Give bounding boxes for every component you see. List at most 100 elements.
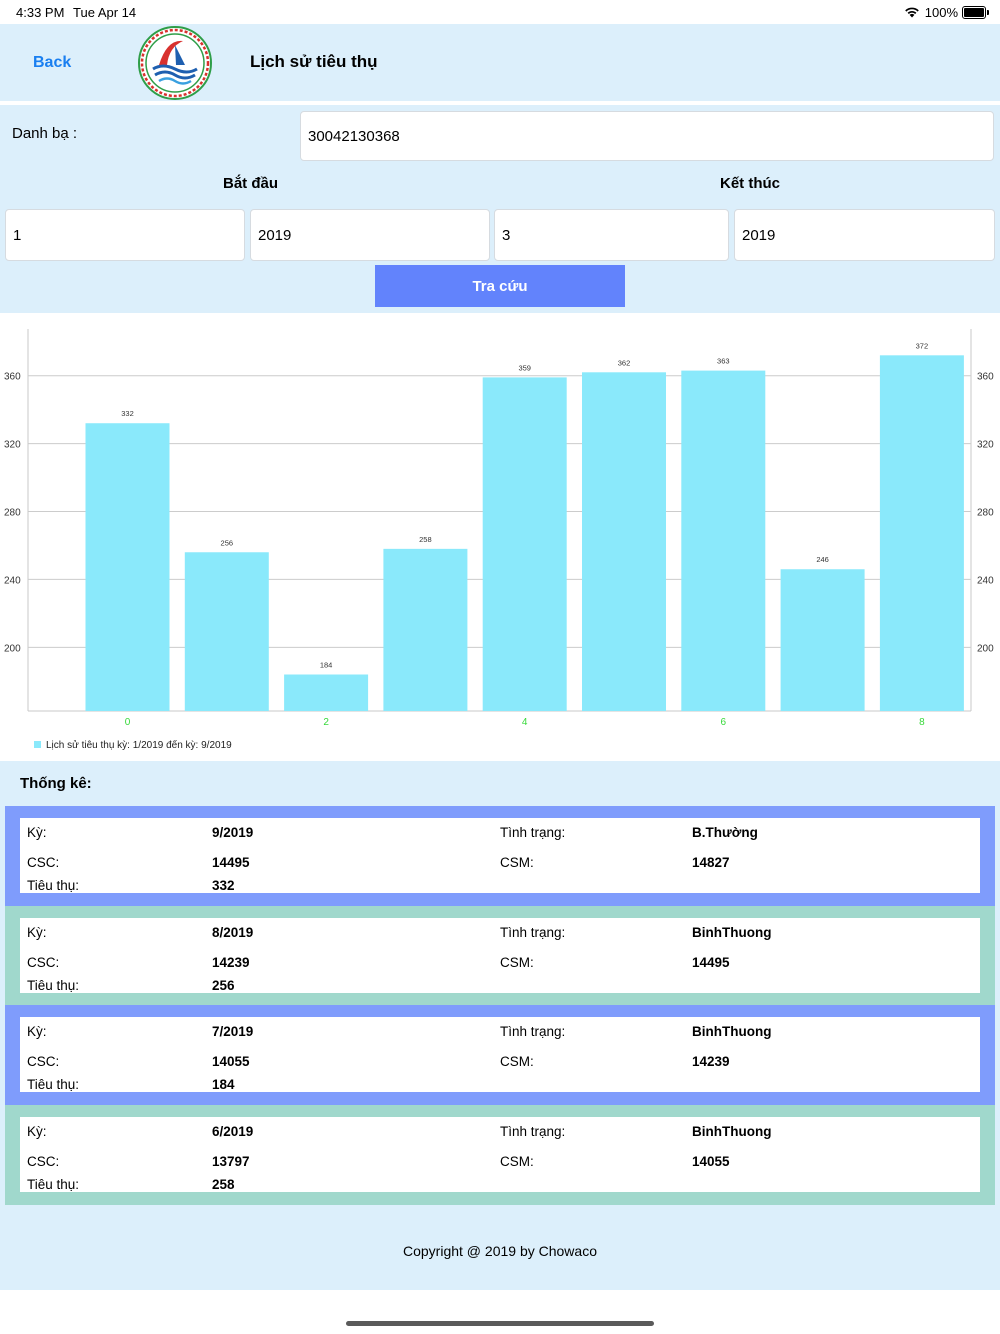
chart-bar [383, 548, 468, 711]
status-bar: 4:33 PM Tue Apr 14 100% [0, 0, 1000, 24]
status-value: BinhThuong [692, 925, 772, 940]
record-card: Kỳ: 8/2019 Tình trạng: BinhThuong CSC: 14239 C… [20, 918, 980, 993]
record-row: Kỳ: 9/2019 Tình trạng: B.Thường CSC: 14495 CSM… [5, 806, 995, 906]
start-month-input[interactable]: 1 [5, 209, 245, 261]
record-row: Kỳ: 6/2019 Tình trạng: BinhThuong CSC: 13797 C… [5, 1105, 995, 1205]
legend-swatch [34, 741, 41, 748]
bar-value-label: 256 [221, 538, 234, 547]
csc-label: CSC: [27, 1054, 60, 1069]
usage-chart: 200 200 240 240 280 280 320 320 360 360 332 0 256 184… [0, 313, 1000, 761]
search-form: Danh bạ : 30042130368 Bắt đầu Kết thúc 1… [0, 105, 1000, 313]
chart-bar [582, 372, 666, 711]
period-value: 7/2019 [212, 1024, 254, 1039]
status-value: BinhThuong [692, 1124, 772, 1139]
chart-bar [780, 569, 865, 711]
end-month-input[interactable]: 3 [494, 209, 729, 261]
y-tick-label-left: 200 [4, 643, 21, 654]
record-card: Kỳ: 6/2019 Tình trạng: BinhThuong CSC: 13797 C… [20, 1117, 980, 1192]
y-tick-label-right: 240 [977, 575, 994, 586]
csc-value: 14495 [212, 855, 250, 870]
usage-bar-chart: 200 200 240 240 280 280 320 320 360 360 332 0 256 184… [4, 329, 994, 751]
record-card: Kỳ: 9/2019 Tình trạng: B.Thường CSC: 14495 CSM… [20, 818, 980, 893]
status-label: Tình trạng: [500, 925, 566, 940]
csc-label: CSC: [27, 955, 60, 970]
start-label: Bắt đầu [223, 175, 279, 192]
status-date: Tue Apr 14 [73, 5, 137, 20]
csm-value: 14239 [692, 1054, 730, 1069]
statistics-section: Thống kê: Kỳ: 9/2019 Tình trạng: B.Thường CS… [0, 761, 1000, 1290]
period-label: Kỳ: [27, 925, 47, 940]
record-row: Kỳ: 7/2019 Tình trạng: BinhThuong CSC: 14055 C… [5, 1005, 995, 1105]
bar-value-label: 359 [518, 363, 531, 372]
y-tick-label-left: 320 [4, 440, 21, 451]
period-value: 9/2019 [212, 825, 254, 840]
usage-value: 184 [212, 1077, 235, 1092]
back-button[interactable]: Back [33, 54, 72, 71]
bar-value-label: 363 [717, 357, 730, 366]
bar-value-label: 246 [816, 555, 829, 564]
bar-value-label: 372 [916, 341, 929, 350]
status-value: B.Thường [692, 825, 758, 840]
x-tick-label: 4 [522, 717, 528, 728]
status-value: BinhThuong [692, 1024, 772, 1039]
chart-bar [184, 552, 269, 711]
x-tick-label: 8 [919, 717, 925, 728]
search-button[interactable]: Tra cứu [375, 265, 625, 307]
chart-bar [284, 674, 369, 711]
y-tick-label-left: 360 [4, 372, 21, 383]
statistics-heading: Thống kê: [20, 775, 92, 792]
navigation-bar: Back Lịch sử tiêu thụ [0, 24, 1000, 101]
x-tick-label: 0 [125, 717, 131, 728]
copyright-text: Copyright @ 2019 by Chowaco [403, 1243, 597, 1259]
csm-label: CSM: [500, 955, 534, 970]
csm-label: CSM: [500, 1054, 534, 1069]
nav-divider [0, 101, 1000, 105]
chart-bar [482, 377, 567, 711]
contact-input[interactable]: 30042130368 [300, 111, 994, 161]
home-indicator [346, 1321, 654, 1326]
usage-value: 256 [212, 978, 235, 993]
x-tick-label: 2 [323, 717, 329, 728]
chart-bar [681, 370, 766, 711]
y-tick-label-right: 360 [977, 372, 994, 383]
y-tick-label-left: 240 [4, 575, 21, 586]
usage-label: Tiêu thụ: [27, 978, 80, 993]
record-row: Kỳ: 8/2019 Tình trạng: BinhThuong CSC: 14239 C… [5, 906, 995, 1006]
csc-value: 14239 [212, 955, 250, 970]
legend-label: Lịch sử tiêu thụ kỳ: 1/2019 đến kỳ: 9/20… [46, 739, 232, 751]
bar-value-label: 362 [618, 358, 631, 367]
wifi-icon [904, 6, 920, 21]
csm-value: 14495 [692, 955, 730, 970]
usage-label: Tiêu thụ: [27, 878, 80, 893]
csc-value: 14055 [212, 1054, 250, 1069]
status-time: 4:33 PM [16, 5, 65, 20]
csc-label: CSC: [27, 855, 60, 870]
chart-bar [85, 423, 170, 711]
period-value: 8/2019 [212, 925, 254, 940]
csm-label: CSM: [500, 1154, 534, 1169]
record-card: Kỳ: 7/2019 Tình trạng: BinhThuong CSC: 14055 C… [20, 1017, 980, 1092]
battery-percentage: 100% [924, 5, 958, 20]
chart-bar [879, 355, 964, 711]
period-value: 6/2019 [212, 1124, 254, 1139]
status-label: Tình trạng: [500, 825, 566, 840]
usage-value: 258 [212, 1177, 235, 1192]
usage-label: Tiêu thụ: [27, 1077, 80, 1092]
start-year-input[interactable]: 2019 [250, 209, 490, 261]
csm-label: CSM: [500, 855, 534, 870]
y-tick-label-right: 280 [977, 508, 994, 519]
csc-label: CSC: [27, 1154, 60, 1169]
period-label: Kỳ: [27, 1124, 47, 1139]
end-label: Kết thúc [720, 175, 780, 192]
y-tick-label-left: 280 [4, 508, 21, 519]
battery-icon [962, 6, 989, 19]
x-tick-label: 6 [721, 717, 727, 728]
bar-value-label: 332 [121, 409, 134, 418]
csm-value: 14055 [692, 1154, 730, 1169]
contact-label: Danh bạ : [12, 125, 78, 142]
csc-value: 13797 [212, 1154, 250, 1169]
y-tick-label-right: 200 [977, 643, 994, 654]
bar-value-label: 258 [419, 535, 432, 544]
csm-value: 14827 [692, 855, 730, 870]
end-year-input[interactable]: 2019 [734, 209, 995, 261]
